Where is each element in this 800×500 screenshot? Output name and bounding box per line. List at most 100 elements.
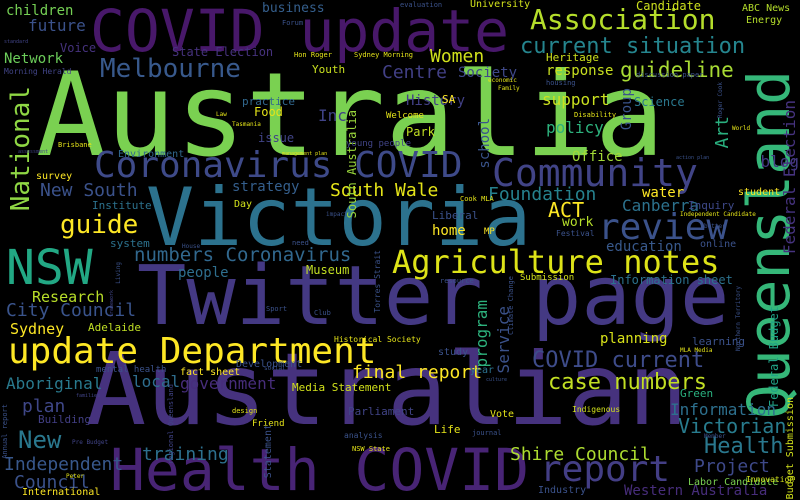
word-economic: economic bbox=[488, 77, 517, 84]
word-numbers-coronavirus: numbers Coronavirus bbox=[134, 244, 352, 266]
word-council: Council bbox=[14, 472, 90, 493]
word-education: education bbox=[606, 239, 682, 255]
word-covid-current: COVID current bbox=[532, 348, 705, 373]
word-case-numbers: case numbers bbox=[548, 370, 707, 395]
word-house: House bbox=[182, 243, 201, 250]
word-adelaide: Adelaide bbox=[88, 321, 141, 334]
word-victoria: Victoria bbox=[146, 171, 532, 264]
word-hon-roger: Hon Roger bbox=[294, 51, 332, 59]
word-indigenous: Indigenous bbox=[572, 405, 621, 414]
word-northern-territory: Northern Territory bbox=[735, 286, 742, 352]
word-young-people: young people bbox=[346, 139, 412, 149]
word-world: World bbox=[732, 125, 751, 132]
word-guide: guide bbox=[60, 210, 139, 240]
word-school: school bbox=[477, 118, 493, 169]
word-research: Research bbox=[32, 288, 105, 306]
word-mental-health: mental health bbox=[96, 365, 167, 375]
word-inc: Inc bbox=[318, 106, 347, 125]
word-australia: Australia bbox=[36, 48, 665, 183]
word-government: government bbox=[180, 374, 277, 393]
word-nsw-state: NSW State bbox=[352, 445, 390, 453]
word-system: system bbox=[110, 237, 150, 250]
word-abc-news: ABC News bbox=[742, 3, 791, 14]
word-science: Science bbox=[634, 95, 685, 109]
word-final-report: final report bbox=[352, 362, 483, 383]
word-update-department: update Department bbox=[8, 331, 377, 372]
word-climate-change: Climate Change bbox=[507, 276, 515, 336]
word-park: Park bbox=[406, 125, 435, 139]
word-evaluation: evaluation bbox=[400, 1, 443, 9]
word-response: response bbox=[546, 63, 614, 79]
word-sydney-morning: Sydney Morning bbox=[354, 51, 414, 59]
word-training: training bbox=[142, 444, 229, 465]
word-liberal: Liberal bbox=[432, 209, 479, 222]
word-act: ACT bbox=[548, 198, 585, 222]
word-federal-election: Federal Election bbox=[780, 100, 799, 255]
word-youth: Youth bbox=[312, 63, 346, 76]
word-family: Family bbox=[498, 85, 520, 92]
word-learning: learning bbox=[692, 335, 745, 348]
word-covid-update: COVID update bbox=[90, 0, 510, 65]
word-group: Group bbox=[619, 88, 635, 131]
word-analysis: analysis bbox=[344, 431, 383, 440]
word-health: Health bbox=[704, 434, 784, 459]
word-statement: Statement bbox=[263, 424, 274, 479]
word-submission: Submission bbox=[520, 273, 575, 283]
word-life: Life bbox=[434, 423, 461, 436]
word-labor-candidate: Labor Candidate bbox=[688, 477, 779, 488]
word-building: Building bbox=[38, 413, 91, 426]
word-strategy: strategy bbox=[232, 179, 300, 195]
word-office: Office bbox=[572, 149, 623, 165]
word-institute: Institute bbox=[92, 199, 152, 212]
word-nsw: NSW bbox=[6, 240, 93, 296]
word-mp: MP bbox=[484, 227, 495, 237]
word-roger-cook: Roger Cook bbox=[717, 82, 724, 119]
word-local: local bbox=[132, 372, 181, 391]
word-art: Art bbox=[712, 116, 733, 149]
word-shire-council: Shire Council bbox=[510, 444, 651, 465]
word-study: study bbox=[438, 347, 469, 358]
word-historical-society: Historical Society bbox=[334, 335, 421, 344]
word-management-plan: management plan bbox=[282, 151, 328, 157]
word-society: Society bbox=[458, 65, 518, 81]
word-online: online bbox=[700, 239, 737, 250]
word-melbourne: Melbourne bbox=[100, 54, 241, 84]
word-independent: Independent bbox=[4, 454, 124, 475]
word-disability: Disability bbox=[574, 111, 617, 119]
word-heritage: Heritage bbox=[546, 51, 599, 64]
word-need: need bbox=[292, 239, 309, 247]
word-regional-queensland: regional Queensland bbox=[167, 384, 175, 465]
word-sport: Sport bbox=[266, 305, 288, 313]
word-independent-candidate: Independent Candidate bbox=[680, 211, 756, 218]
word-fact-sheet: fact sheet bbox=[180, 367, 241, 378]
word-twitter-page: Twitter page bbox=[137, 249, 730, 344]
word-tasmania: Tasmania bbox=[232, 121, 261, 128]
word-south-australia: South Australia bbox=[345, 110, 359, 219]
word-assessment: assessment bbox=[18, 149, 49, 155]
word-welcome: Welcome bbox=[386, 111, 424, 121]
word-city-council: City Council bbox=[6, 300, 137, 321]
word-victorian: Victorian bbox=[678, 414, 787, 438]
word-federal-budget: Federal Budget bbox=[767, 306, 781, 408]
word-member: Member bbox=[704, 433, 726, 440]
word-university: University bbox=[470, 0, 531, 10]
word-vote: Vote bbox=[490, 409, 515, 420]
word-community: Community bbox=[492, 151, 698, 195]
word-forum: Forum bbox=[282, 19, 304, 27]
word-peter: Peter bbox=[66, 473, 85, 480]
word-law: Law bbox=[216, 111, 227, 118]
word-energy: Energy bbox=[746, 15, 783, 26]
word-australian: Australian bbox=[86, 331, 689, 448]
word-planning: planning bbox=[600, 331, 668, 347]
word-coronavirus-covid: Coronavirus COVID bbox=[94, 145, 463, 186]
word-state-election: State Election bbox=[172, 45, 274, 59]
word-home: home bbox=[432, 223, 466, 239]
word-parliament: Parliament bbox=[348, 405, 415, 418]
word-development: Development bbox=[236, 359, 303, 370]
word-culture: culture bbox=[486, 377, 508, 383]
word-future: future bbox=[28, 16, 86, 35]
word-student: student bbox=[738, 187, 781, 198]
word-women: Women bbox=[430, 46, 485, 67]
word-canberra: Canberra bbox=[622, 196, 700, 215]
word-new-south: New South bbox=[40, 180, 138, 201]
